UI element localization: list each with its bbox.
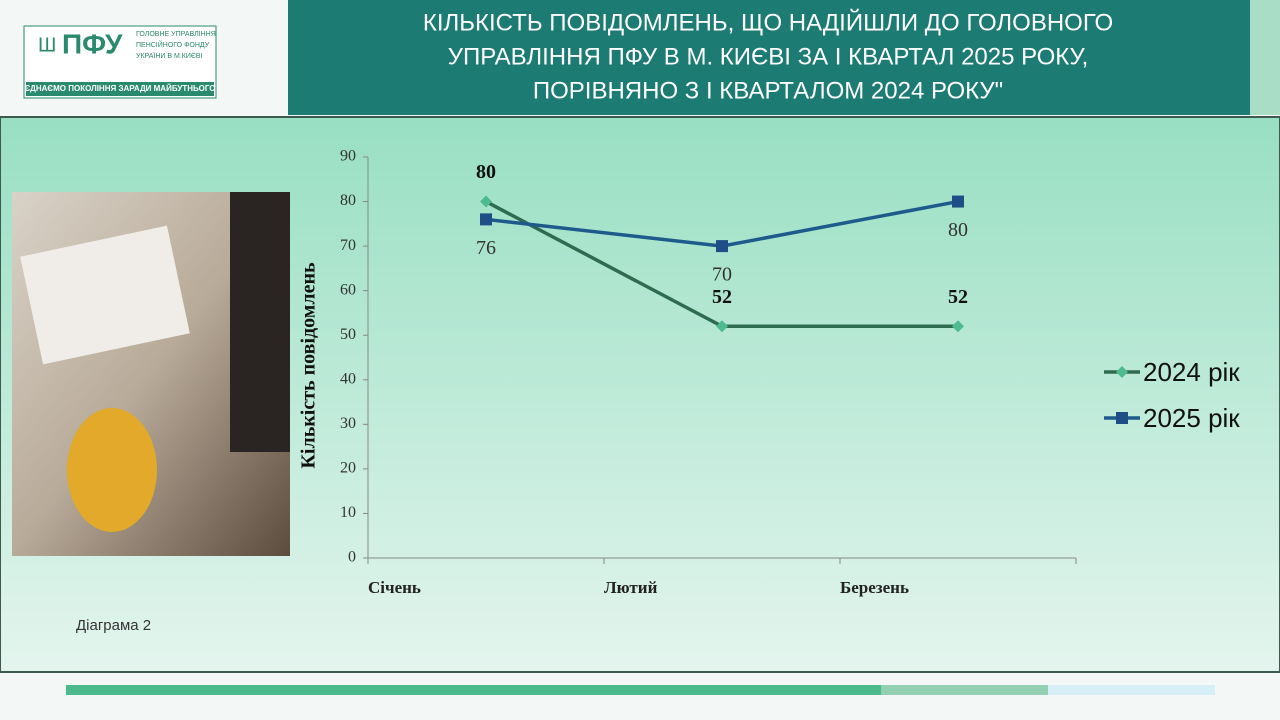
x-tick-label: Лютий: [604, 578, 658, 597]
marker: [1116, 412, 1128, 424]
data-label: 80: [476, 161, 496, 183]
logo-org: ГОЛОВНЕ УПРАВЛІННЯ: [136, 31, 216, 38]
x-tick-label: Січень: [368, 578, 421, 597]
chart: 0 10 20 30 40 50 60 70 80 90 Січень Лютий Березень Кі…: [298, 148, 1241, 597]
title-line: КІЛЬКІСТЬ ПОВІДОМЛЕНЬ, ЩО НАДІЙШЛИ ДО ГО…: [423, 8, 1113, 36]
logo-org: ПЕНСІЙНОГО ФОНДУ: [136, 40, 210, 49]
data-label: 52: [712, 286, 732, 308]
legend-label: 2024 рік: [1143, 357, 1240, 387]
logo-trident: Ш: [38, 34, 56, 56]
legend-item: 2025 рік: [1104, 403, 1240, 433]
y-tick-label: 60: [340, 281, 356, 298]
legend-label: 2025 рік: [1143, 403, 1240, 433]
footer-bar: [66, 685, 881, 695]
logo-slogan-band: [26, 82, 214, 96]
marker: [952, 320, 964, 333]
data-label: 70: [712, 264, 732, 286]
y-tick-label: 20: [340, 460, 356, 477]
logo: Ш ПФУ ГОЛОВНЕ УПРАВЛІННЯ ПЕНСІЙНОГО ФОНД…: [23, 25, 217, 99]
y-tick-label: 10: [340, 504, 356, 521]
y-tick-label: 0: [348, 549, 356, 566]
marker: [480, 195, 492, 208]
legend-item: 2024 рік: [1104, 357, 1240, 387]
data-label: 80: [948, 219, 968, 241]
data-label: 76: [476, 237, 496, 259]
logo-org: УКРАЇНИ В М.КИЄВІ: [136, 52, 203, 60]
header-accent: [1250, 0, 1280, 115]
footer-bar: [1048, 685, 1215, 695]
caption: Діаграма 2: [76, 617, 151, 634]
y-tick-label: 40: [340, 370, 356, 387]
photo-helmet: [67, 408, 157, 532]
header-band: [288, 0, 1250, 115]
marker: [716, 320, 728, 333]
photo: [12, 192, 290, 556]
logo-slogan: ЄДНАЄМО ПОКОЛІННЯ ЗАРАДИ МАЙБУТНЬОГО: [24, 84, 215, 93]
y-tick-label: 90: [340, 148, 356, 165]
marker: [480, 213, 492, 226]
x-tick-label: Березень: [840, 578, 909, 597]
y-axis-label: Кількість повідомлень: [298, 262, 320, 469]
photo-suit: [230, 192, 290, 452]
marker: [1116, 366, 1128, 378]
photo-paper: [20, 225, 190, 365]
title-line: УПРАВЛІННЯ ПФУ В М. КИЄВІ ЗА І КВАРТАЛ 2…: [448, 43, 1089, 70]
logo-mark: ПФУ: [62, 28, 123, 59]
y-tick-label: 30: [340, 415, 356, 432]
title-line: ПОРІВНЯНО З І КВАРТАЛОМ 2024 РОКУ": [533, 77, 1003, 104]
marker: [952, 195, 964, 208]
y-tick-label: 80: [340, 192, 356, 209]
y-tick-label: 70: [340, 237, 356, 254]
marker: [716, 240, 728, 253]
y-tick-label: 50: [340, 326, 356, 343]
footer-bar: [881, 685, 1048, 695]
data-label: 52: [948, 286, 968, 308]
